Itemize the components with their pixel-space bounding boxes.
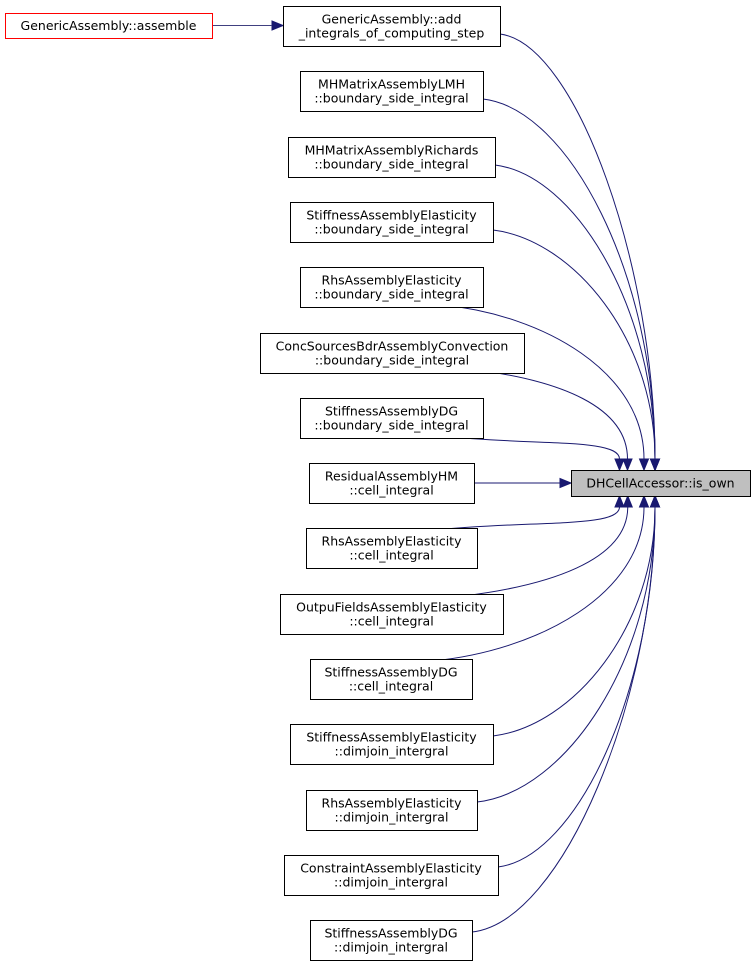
node-label: ::boundary_side_integral xyxy=(314,418,468,433)
caller-node[interactable]: RhsAssemblyElasticity::cell_integral xyxy=(306,528,478,569)
nodes: GenericAssembly::add_integrals_of_comput… xyxy=(5,6,751,961)
node-label: ResidualAssemblyHM xyxy=(325,469,458,484)
caller-node[interactable]: ConstraintAssemblyElasticity::dimjoin_in… xyxy=(284,855,499,896)
node-label: DHCellAccessor::is_own xyxy=(586,476,734,491)
node-box xyxy=(288,137,496,178)
caller-node[interactable]: StiffnessAssemblyDG::boundary_side_integ… xyxy=(300,398,484,439)
node-label: RhsAssemblyElasticity xyxy=(322,796,463,811)
node-label: StiffnessAssemblyElasticity xyxy=(306,730,477,745)
arrowhead xyxy=(271,20,285,31)
arrowhead xyxy=(614,458,625,472)
arrowhead xyxy=(622,458,633,472)
arrowhead xyxy=(622,494,633,508)
edge xyxy=(436,506,620,531)
edge xyxy=(476,506,656,803)
node-label: ::dimjoin_intergral xyxy=(335,744,449,759)
caller-node[interactable]: GenericAssembly::add_integrals_of_comput… xyxy=(283,6,501,47)
node-label: ::boundary_side_integral xyxy=(314,157,468,172)
edge xyxy=(492,506,656,737)
node-label: ConcSourcesBdrAssemblyConvection xyxy=(276,339,509,354)
node-box xyxy=(310,920,473,961)
edge xyxy=(494,164,656,460)
node-label: ::boundary_side_integral xyxy=(314,222,468,237)
node-box xyxy=(284,855,499,896)
edge xyxy=(499,33,656,460)
node-box xyxy=(300,267,484,308)
node-label: ::cell_integral xyxy=(349,548,433,563)
arrowhead xyxy=(638,494,650,508)
node-label: StiffnessAssemblyElasticity xyxy=(306,208,477,223)
arrowhead xyxy=(649,458,661,472)
caller-node[interactable]: OutpuFieldsAssemblyElasticity::cell_inte… xyxy=(280,594,504,635)
node-box xyxy=(571,470,751,497)
node-box xyxy=(5,13,213,39)
edge xyxy=(492,229,656,460)
caller-node[interactable]: ConcSourcesBdrAssemblyConvection::bounda… xyxy=(260,333,525,374)
caller-node[interactable]: StiffnessAssemblyElasticity::dimjoin_int… xyxy=(290,724,494,765)
node-label: StiffnessAssemblyDG xyxy=(324,665,457,680)
edge xyxy=(442,435,620,460)
caller-node[interactable]: RhsAssemblyElasticity::dimjoin_intergral xyxy=(306,790,478,831)
node-label: StiffnessAssemblyDG xyxy=(324,926,457,941)
edge xyxy=(442,304,645,460)
caller-node[interactable]: ResidualAssemblyHM::cell_integral xyxy=(309,463,475,504)
node-label: OutpuFieldsAssemblyElasticity xyxy=(296,600,487,615)
node-label: ::dimjoin_intergral xyxy=(334,875,448,890)
node-box xyxy=(290,724,494,765)
arrowhead xyxy=(638,458,650,472)
arrowhead xyxy=(649,494,661,508)
node-label: StiffnessAssemblyDG xyxy=(325,404,458,419)
node-label: ::dimjoin_intergral xyxy=(334,940,448,955)
caller-node[interactable]: MHMatrixAssemblyRichards::boundary_side_… xyxy=(288,137,496,178)
node-box xyxy=(300,71,484,112)
node-label: ::boundary_side_integral xyxy=(314,287,468,302)
node-label: ::cell_integral xyxy=(349,679,433,694)
caller-node[interactable]: MHMatrixAssemblyLMH::boundary_side_integ… xyxy=(300,71,484,112)
node-label: RhsAssemblyElasticity xyxy=(322,273,463,288)
node-box xyxy=(290,202,494,243)
caller-node[interactable]: StiffnessAssemblyElasticity::boundary_si… xyxy=(290,202,494,243)
node-box xyxy=(280,594,504,635)
node-label: ::cell_integral xyxy=(349,614,433,629)
node-box xyxy=(310,659,473,700)
node-label: _integrals_of_computing_step xyxy=(298,26,485,41)
edge xyxy=(482,98,656,460)
root-node[interactable]: GenericAssembly::assemble xyxy=(5,13,213,39)
arrowhead xyxy=(559,477,573,489)
node-label: ::dimjoin_intergral xyxy=(335,810,449,825)
node-label: MHMatrixAssemblyLMH xyxy=(318,77,465,92)
node-label: ::boundary_side_integral xyxy=(315,353,469,368)
target-node[interactable]: DHCellAccessor::is_own xyxy=(571,470,751,497)
node-box xyxy=(306,528,478,569)
edge xyxy=(483,370,628,460)
node-label: ConstraintAssemblyElasticity xyxy=(300,861,482,876)
node-box xyxy=(306,790,478,831)
edge xyxy=(431,506,645,662)
edges xyxy=(212,20,661,933)
caller-node[interactable]: StiffnessAssemblyDG::dimjoin_intergral xyxy=(310,920,473,961)
caller-node[interactable]: StiffnessAssemblyDG::cell_integral xyxy=(310,659,473,700)
node-box xyxy=(309,463,475,504)
node-box xyxy=(283,6,501,47)
node-label: MHMatrixAssemblyRichards xyxy=(305,143,479,158)
node-label: GenericAssembly::add xyxy=(322,12,462,27)
node-box xyxy=(300,398,484,439)
node-label: ::boundary_side_integral xyxy=(314,91,468,106)
node-label: RhsAssemblyElasticity xyxy=(322,534,463,549)
edge xyxy=(471,506,656,933)
node-label: GenericAssembly::assemble xyxy=(21,18,197,33)
edge xyxy=(462,506,629,597)
node-label: ::cell_integral xyxy=(349,483,433,498)
caller-node[interactable]: RhsAssemblyElasticity::boundary_side_int… xyxy=(300,267,484,308)
node-box xyxy=(260,333,525,374)
arrowhead xyxy=(614,494,625,508)
